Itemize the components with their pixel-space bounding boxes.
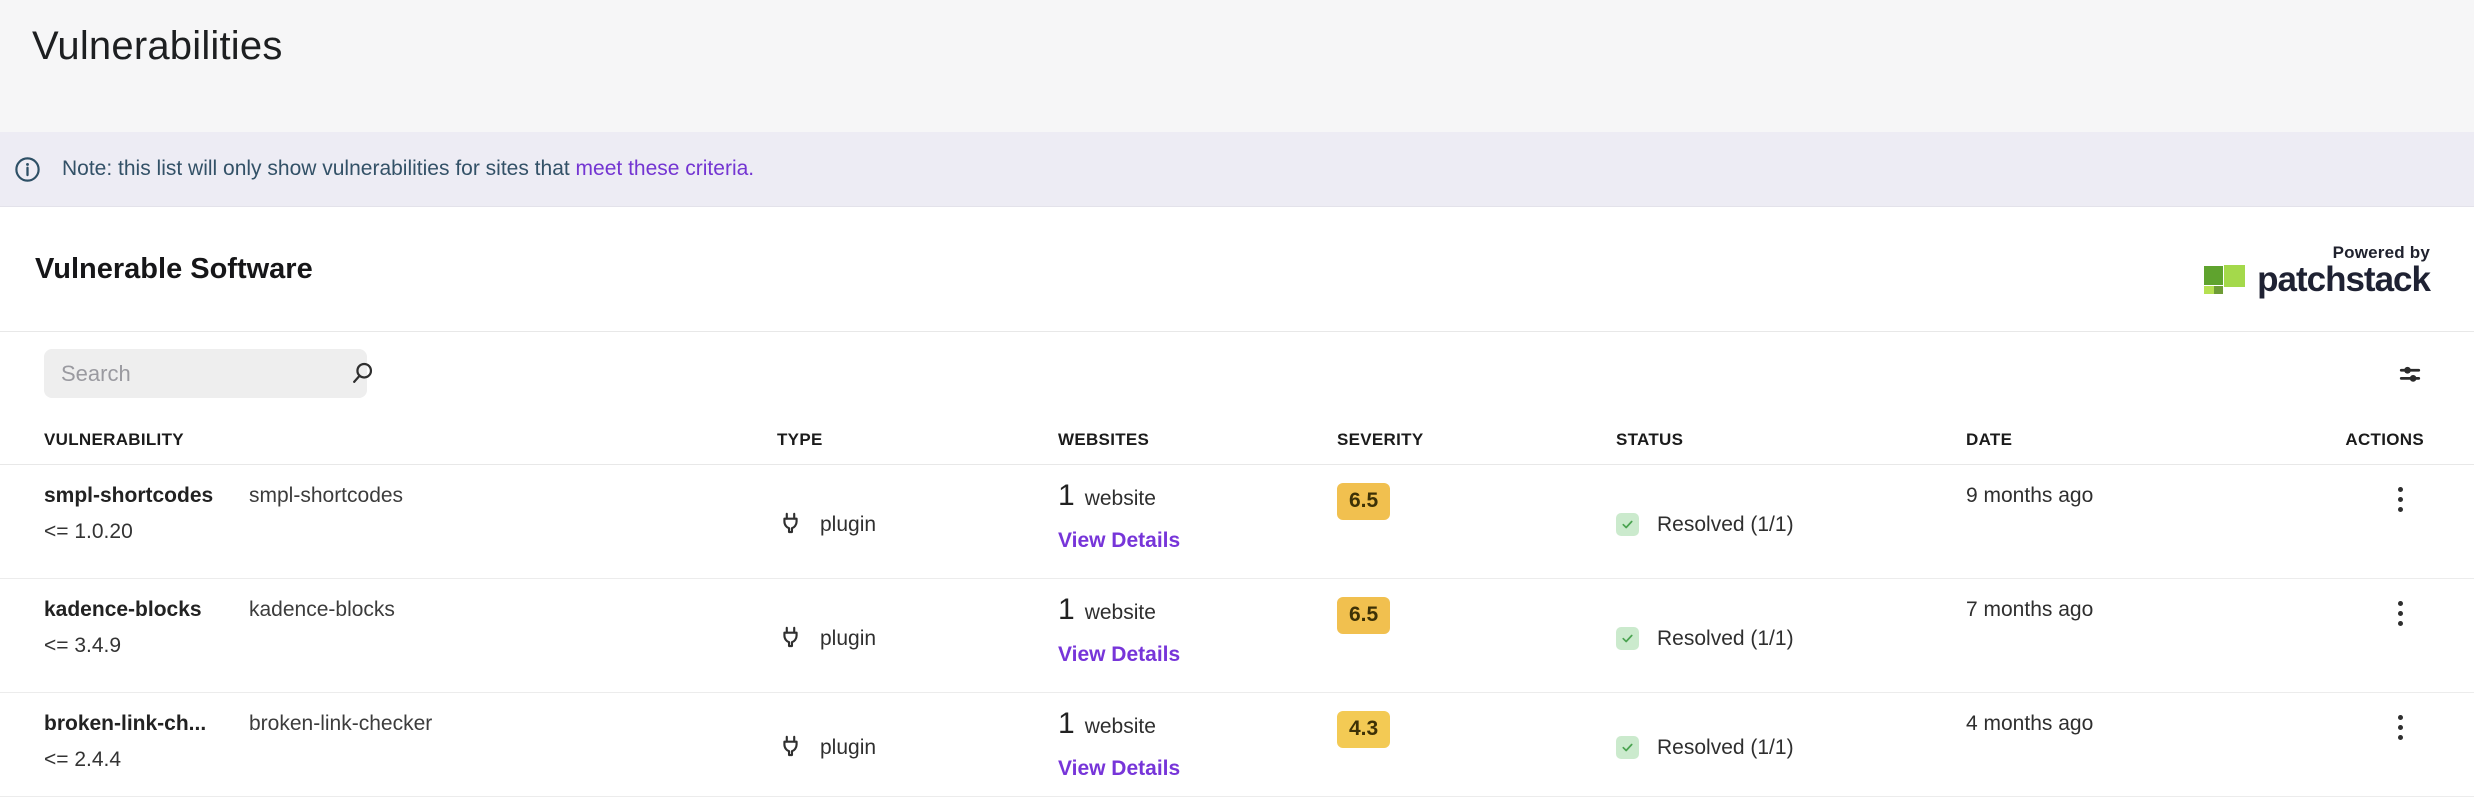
row-actions-menu-button[interactable]	[2380, 595, 2420, 631]
websites-label: website	[1084, 715, 1156, 738]
vulnerability-version: <= 1.0.20	[44, 520, 133, 543]
plugin-icon	[783, 735, 798, 757]
date-cell: 4 months ago	[1966, 712, 2094, 735]
websites-cell: 1 website View Details	[1058, 595, 1337, 682]
vulnerability-cell: broken-link-ch... <= 2.4.4	[44, 709, 249, 786]
note-message: Note: this list will only show vulnerabi…	[62, 157, 754, 181]
note-bar: Note: this list will only show vulnerabi…	[0, 132, 2474, 207]
table-row: broken-link-ch... <= 2.4.4 broken-link-c…	[0, 693, 2474, 797]
vulnerability-slug: kadence-blocks	[249, 598, 395, 621]
severity-cell: 4.3	[1337, 709, 1616, 786]
type-label: plugin	[820, 735, 877, 759]
date-cell: 9 months ago	[1966, 484, 2094, 507]
patchstack-branding: Powered by patchstack	[2204, 243, 2431, 299]
filter-sliders-icon	[2399, 366, 2421, 382]
check-icon	[1622, 634, 1633, 643]
status-label: Resolved (1/1)	[1657, 626, 1794, 650]
search-icon[interactable]	[349, 360, 376, 387]
actions-cell	[2216, 595, 2430, 682]
view-details-link[interactable]: View Details	[1058, 643, 1181, 666]
table-row: smpl-shortcodes <= 1.0.20 smpl-shortcode…	[0, 465, 2474, 579]
page-header: Vulnerabilities	[0, 0, 2474, 132]
status-cell: Resolved (1/1)	[1616, 595, 1966, 682]
column-header-actions: ACTIONS	[2345, 429, 2424, 449]
table-header-row: VULNERABILITY TYPE WEBSITES SEVERITY STA…	[0, 415, 2474, 465]
column-header-websites: WEBSITES	[1058, 429, 1150, 449]
vulnerability-name: broken-link-ch...	[44, 712, 207, 735]
websites-count: 1	[1058, 479, 1075, 512]
vulnerability-slug: smpl-shortcodes	[249, 484, 404, 507]
websites-label: website	[1084, 487, 1156, 510]
actions-cell	[2216, 709, 2430, 786]
note-criteria-link[interactable]: meet these criteria.	[575, 157, 755, 180]
status-cell: Resolved (1/1)	[1616, 481, 1966, 568]
vulnerability-version: <= 3.4.9	[44, 634, 122, 657]
patchstack-logo-icon	[2204, 265, 2246, 295]
table-toolbar	[0, 332, 2474, 415]
search-box	[44, 349, 373, 398]
type-cell: plugin	[777, 481, 1058, 568]
websites-count: 1	[1058, 593, 1075, 626]
severity-badge: 4.3	[1337, 711, 1391, 748]
status-label: Resolved (1/1)	[1657, 735, 1794, 759]
page-title: Vulnerabilities	[32, 24, 283, 68]
check-icon	[1622, 743, 1633, 752]
patchstack-wordmark: patchstack	[2257, 260, 2431, 299]
severity-cell: 6.5	[1337, 595, 1616, 682]
note-message-text: Note: this list will only show vulnerabi…	[62, 157, 576, 180]
panel-title: Vulnerable Software	[35, 252, 313, 285]
vulnerability-version: <= 2.4.4	[44, 748, 122, 771]
resolved-checkbox[interactable]	[1616, 513, 1639, 536]
table-row: kadence-blocks <= 3.4.9 kadence-blocks p…	[0, 579, 2474, 693]
severity-cell: 6.5	[1337, 481, 1616, 568]
websites-cell: 1 website View Details	[1058, 709, 1337, 786]
type-label: plugin	[820, 512, 877, 536]
info-icon	[15, 156, 40, 182]
websites-count: 1	[1058, 707, 1075, 740]
vulnerability-name: smpl-shortcodes	[44, 484, 214, 507]
vulnerable-software-panel: Vulnerable Software Powered by patchstac…	[0, 207, 2474, 802]
status-cell: Resolved (1/1)	[1616, 709, 1966, 786]
resolved-checkbox[interactable]	[1616, 736, 1639, 759]
row-actions-menu-button[interactable]	[2380, 709, 2420, 745]
severity-badge: 6.5	[1337, 597, 1391, 634]
plugin-icon	[783, 512, 798, 534]
view-details-link[interactable]: View Details	[1058, 757, 1181, 780]
vulnerability-cell: smpl-shortcodes <= 1.0.20	[44, 481, 249, 568]
row-actions-menu-button[interactable]	[2380, 481, 2420, 517]
check-icon	[1622, 520, 1633, 529]
status-label: Resolved (1/1)	[1657, 512, 1794, 536]
vulnerability-cell: kadence-blocks <= 3.4.9	[44, 595, 249, 682]
resolved-checkbox[interactable]	[1616, 627, 1639, 650]
column-header-status: STATUS	[1616, 429, 1684, 449]
vulnerability-slug: broken-link-checker	[249, 712, 433, 735]
type-label: plugin	[820, 626, 877, 650]
filter-button[interactable]	[2390, 354, 2430, 394]
severity-badge: 6.5	[1337, 483, 1391, 520]
plugin-icon	[783, 626, 798, 648]
column-header-type: TYPE	[777, 429, 823, 449]
vulnerability-name: kadence-blocks	[44, 598, 202, 621]
panel-header: Vulnerable Software Powered by patchstac…	[0, 207, 2474, 332]
view-details-link[interactable]: View Details	[1058, 529, 1181, 552]
date-cell: 7 months ago	[1966, 598, 2094, 621]
column-header-severity: SEVERITY	[1337, 429, 1424, 449]
type-cell: plugin	[777, 709, 1058, 786]
search-input[interactable]	[61, 360, 349, 387]
actions-cell	[2216, 481, 2430, 568]
type-cell: plugin	[777, 595, 1058, 682]
column-header-date: DATE	[1966, 429, 2013, 449]
websites-cell: 1 website View Details	[1058, 481, 1337, 568]
websites-label: website	[1084, 601, 1156, 624]
column-header-vulnerability: VULNERABILITY	[44, 429, 184, 449]
powered-by-label: Powered by	[2332, 243, 2430, 262]
